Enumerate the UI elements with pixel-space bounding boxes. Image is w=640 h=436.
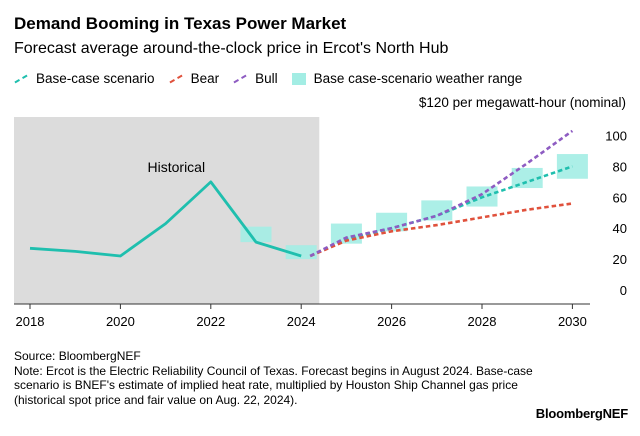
- footnote: Note: Ercot is the Electric Reliability …: [14, 363, 533, 407]
- y-tick-label-60: 60: [613, 190, 627, 205]
- legend-label-bear: Bear: [190, 71, 220, 86]
- x-tick-label-2028: 2028: [468, 314, 497, 329]
- y-tick-label-80: 80: [613, 159, 627, 174]
- legend-item-base-case: Base-case scenario: [14, 71, 155, 86]
- x-tick-label-2020: 2020: [106, 314, 135, 329]
- chart-legend: Base-case scenario Bear Bull Base case-s…: [14, 71, 536, 86]
- series-line-bull: [309, 129, 574, 258]
- legend-item-weather-range: Base case-scenario weather range: [291, 71, 523, 86]
- x-tick-label-2024: 2024: [287, 314, 316, 329]
- chart-notes: Source: BloombergNEF Note: Ercot is the …: [14, 349, 534, 407]
- legend-item-bull: Bull: [233, 71, 278, 86]
- weather-range-box-2027: [421, 200, 453, 221]
- y-tick-label-20: 20: [613, 252, 627, 267]
- x-tick-label-2018: 2018: [16, 314, 45, 329]
- weather-range-box-2029: [511, 167, 543, 189]
- x-tick-label-2026: 2026: [377, 314, 406, 329]
- chart-subtitle: Forecast average around-the-clock price …: [14, 40, 449, 57]
- series-line-bear: [309, 202, 573, 258]
- legend-label-bull: Bull: [255, 71, 278, 86]
- historical-band-label: Historical: [148, 159, 206, 175]
- chart-title: Demand Booming in Texas Power Market: [14, 14, 347, 33]
- x-tick-label-2022: 2022: [196, 314, 225, 329]
- legend-swatch-weather-range: [291, 72, 306, 85]
- legend-item-bear: Bear: [169, 71, 220, 86]
- historical-band: [14, 117, 320, 304]
- y-tick-label-100: 100: [605, 129, 627, 144]
- series-line-base-case-scenario: [309, 165, 573, 258]
- brand-logo-text: BloombergNEF: [535, 406, 628, 421]
- x-tick-label-2030: 2030: [558, 314, 587, 329]
- y-tick-label-40: 40: [613, 221, 627, 236]
- series-line-historical: [29, 180, 302, 258]
- legend-label-weather-range: Base case-scenario weather range: [313, 71, 523, 86]
- y-tick-label-0: 0: [620, 283, 627, 298]
- source-note: Source: BloombergNEF: [14, 349, 141, 363]
- legend-label-base-case: Base-case scenario: [36, 71, 155, 86]
- y-axis-label: $120 per megawatt-hour (nominal): [418, 95, 626, 110]
- weather-range-box-2024: [285, 245, 317, 260]
